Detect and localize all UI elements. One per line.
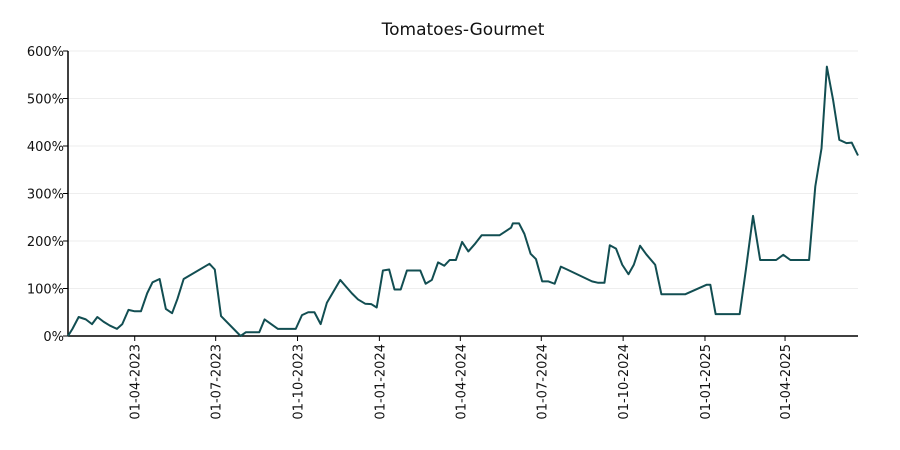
y-tick-label: 100% [27, 283, 64, 298]
y-tick-label: 200% [27, 235, 64, 250]
x-tick-label: 01-10-2023 [292, 344, 307, 420]
y-tick-label: 500% [27, 93, 64, 108]
line-series [67, 65, 859, 337]
x-tick-label: 01-04-2024 [454, 344, 469, 420]
x-tick-label: 01-04-2023 [129, 344, 144, 420]
y-tick-label: 0% [43, 330, 64, 345]
x-tick-label: 01-01-2025 [699, 344, 714, 420]
y-tick-label: 600% [27, 45, 64, 60]
x-tick-label: 01-04-2025 [779, 344, 794, 420]
y-tick-label: 400% [27, 140, 64, 155]
y-tick-label: 300% [27, 188, 64, 203]
x-tick-label: 01-10-2024 [617, 344, 632, 420]
chart-title: Tomatoes-Gourmet [381, 20, 545, 40]
x-tick-label: 01-07-2023 [210, 344, 225, 420]
x-tick-label: 01-07-2024 [535, 344, 550, 420]
x-tick-label: 01-01-2024 [373, 344, 388, 420]
